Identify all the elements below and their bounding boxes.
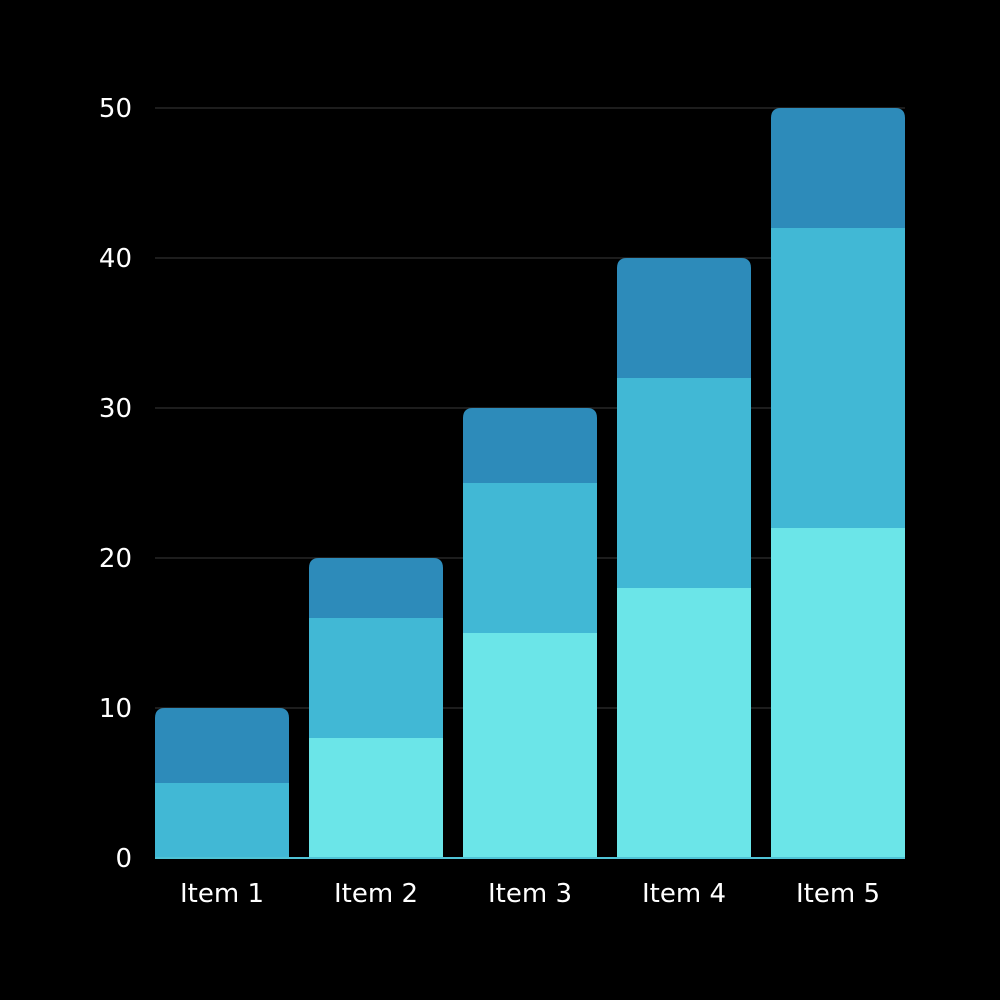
y-tick-label: 10 [99,694,132,724]
bar-segment-item-4-series-1 [617,588,751,858]
bar-segment-item-3-series-3 [463,408,597,483]
x-axis-ticks: Item 1 Item 2 Item 3 Item 4 Item 5 [180,879,880,909]
bar-segment-item-5-series-2 [771,228,905,528]
bar-segment-item-3-series-2 [463,483,597,633]
y-tick-label: 0 [115,844,132,874]
x-tick-label: Item 1 [180,879,264,909]
y-axis-ticks: 0 10 20 30 40 50 [99,94,132,874]
y-tick-label: 40 [99,244,132,274]
bar-segment-item-5-series-1 [771,528,905,858]
bar-segment-item-4-series-3 [617,258,751,378]
x-tick-label: Item 2 [334,879,418,909]
bar-segment-item-2-series-2 [309,618,443,738]
bar-segment-item-1-series-2 [155,783,289,858]
bar-segment-item-3-series-1 [463,633,597,858]
bar-segment-item-2-series-1 [309,738,443,858]
x-tick-label: Item 3 [488,879,572,909]
bars [155,108,905,858]
bar-segment-item-2-series-3 [309,558,443,618]
bar-segment-item-1-series-3 [155,708,289,783]
y-tick-label: 30 [99,394,132,424]
bar-segment-item-5-series-3 [771,108,905,228]
y-tick-label: 50 [99,94,132,124]
bar-segment-item-4-series-2 [617,378,751,588]
x-tick-label: Item 5 [796,879,880,909]
y-tick-label: 20 [99,544,132,574]
x-tick-label: Item 4 [642,879,726,909]
